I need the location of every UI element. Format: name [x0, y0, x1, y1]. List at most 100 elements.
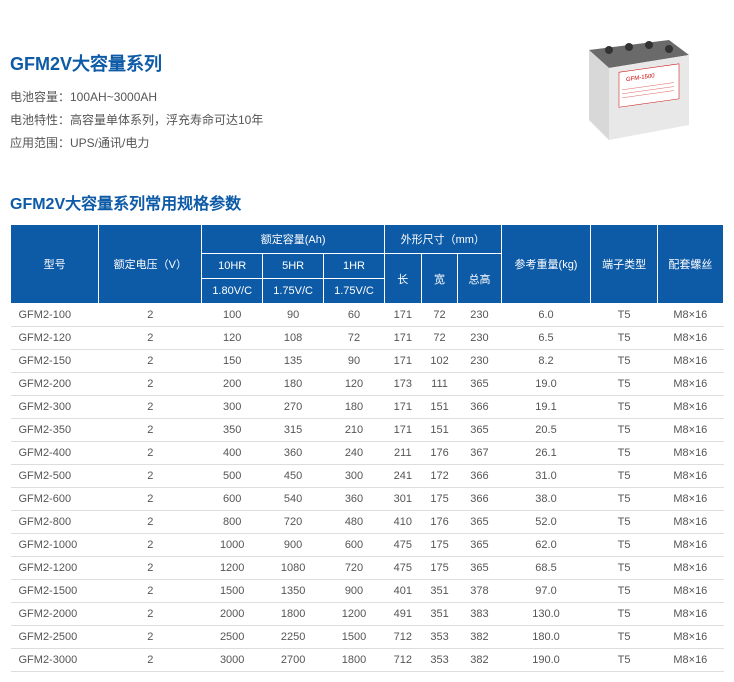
- col-1hr: 1HR: [324, 254, 385, 279]
- cell-cap1: 90: [324, 350, 385, 373]
- cell-length: 410: [384, 511, 421, 534]
- cell-cap10: 1500: [202, 580, 263, 603]
- table-row: GFM2-30002300027001800712353382190.0T5M8…: [11, 649, 724, 672]
- cell-cap1: 900: [324, 580, 385, 603]
- cell-cap1: 1200: [324, 603, 385, 626]
- cell-model: GFM2-120: [11, 327, 99, 350]
- cell-length: 211: [384, 442, 421, 465]
- table-row: GFM2-500250045030024117236631.0T5M8×16: [11, 465, 724, 488]
- cell-cap1: 360: [324, 488, 385, 511]
- cell-model: GFM2-1200: [11, 557, 99, 580]
- cell-voltage: 2: [99, 465, 202, 488]
- col-175vc-b: 1.75V/C: [324, 279, 385, 304]
- cell-model: GFM2-100: [11, 304, 99, 327]
- cell-cap1: 240: [324, 442, 385, 465]
- cell-length: 171: [384, 396, 421, 419]
- cell-terminal: T5: [591, 534, 657, 557]
- cell-length: 712: [384, 649, 421, 672]
- cell-model: GFM2-2000: [11, 603, 99, 626]
- cell-height: 365: [458, 419, 501, 442]
- cell-cap10: 2000: [202, 603, 263, 626]
- col-height: 总高: [458, 254, 501, 304]
- battery-icon: GFM-1500: [564, 20, 704, 150]
- cell-weight: 97.0: [501, 580, 591, 603]
- cell-model: GFM2-500: [11, 465, 99, 488]
- spec-feature: 电池特性：高容量单体系列，浮充寿命可达10年: [10, 111, 544, 128]
- cell-cap5: 360: [263, 442, 324, 465]
- cell-terminal: T5: [591, 396, 657, 419]
- header-text: GFM2V大容量系列 电池容量：100AH~3000AH 电池特性：高容量单体系…: [10, 10, 544, 160]
- cell-weight: 52.0: [501, 511, 591, 534]
- col-screw: 配套螺丝: [657, 225, 723, 304]
- cell-weight: 26.1: [501, 442, 591, 465]
- cell-height: 367: [458, 442, 501, 465]
- cell-screw: M8×16: [657, 442, 723, 465]
- table-body: GFM2-10021009060171722306.0T5M8×16GFM2-1…: [11, 304, 724, 672]
- cell-width: 175: [421, 534, 458, 557]
- table-row: GFM2-200220018012017311136519.0T5M8×16: [11, 373, 724, 396]
- cell-cap10: 120: [202, 327, 263, 350]
- cell-weight: 130.0: [501, 603, 591, 626]
- cell-voltage: 2: [99, 373, 202, 396]
- table-row: GFM2-150021500135090040135137897.0T5M8×1…: [11, 580, 724, 603]
- cell-width: 175: [421, 488, 458, 511]
- table-row: GFM2-800280072048041017636552.0T5M8×16: [11, 511, 724, 534]
- cell-weight: 8.2: [501, 350, 591, 373]
- cell-screw: M8×16: [657, 419, 723, 442]
- cell-screw: M8×16: [657, 534, 723, 557]
- table-row: GFM2-300230027018017115136619.1T5M8×16: [11, 396, 724, 419]
- col-5hr: 5HR: [263, 254, 324, 279]
- col-length: 长: [384, 254, 421, 304]
- cell-model: GFM2-300: [11, 396, 99, 419]
- cell-voltage: 2: [99, 557, 202, 580]
- cell-cap10: 3000: [202, 649, 263, 672]
- cell-model: GFM2-400: [11, 442, 99, 465]
- cell-voltage: 2: [99, 327, 202, 350]
- cell-cap10: 350: [202, 419, 263, 442]
- cell-terminal: T5: [591, 373, 657, 396]
- cell-length: 241: [384, 465, 421, 488]
- cell-terminal: T5: [591, 350, 657, 373]
- cell-width: 353: [421, 626, 458, 649]
- cell-cap10: 200: [202, 373, 263, 396]
- cell-terminal: T5: [591, 557, 657, 580]
- cell-height: 383: [458, 603, 501, 626]
- cell-voltage: 2: [99, 396, 202, 419]
- cell-height: 230: [458, 327, 501, 350]
- col-terminal: 端子类型: [591, 225, 657, 304]
- col-175vc-a: 1.75V/C: [263, 279, 324, 304]
- cell-weight: 19.0: [501, 373, 591, 396]
- table-row: GFM2-350235031521017115136520.5T5M8×16: [11, 419, 724, 442]
- table-subtitle: GFM2V大容量系列常用规格参数: [10, 190, 724, 214]
- cell-height: 366: [458, 488, 501, 511]
- cell-voltage: 2: [99, 350, 202, 373]
- cell-terminal: T5: [591, 580, 657, 603]
- cell-model: GFM2-800: [11, 511, 99, 534]
- cell-length: 491: [384, 603, 421, 626]
- cell-cap1: 1500: [324, 626, 385, 649]
- cell-width: 72: [421, 304, 458, 327]
- cell-cap10: 500: [202, 465, 263, 488]
- cell-model: GFM2-3000: [11, 649, 99, 672]
- cell-model: GFM2-200: [11, 373, 99, 396]
- cell-weight: 68.5: [501, 557, 591, 580]
- cell-weight: 180.0: [501, 626, 591, 649]
- cell-voltage: 2: [99, 534, 202, 557]
- cell-width: 353: [421, 649, 458, 672]
- cell-length: 301: [384, 488, 421, 511]
- cell-terminal: T5: [591, 419, 657, 442]
- cell-cap5: 1080: [263, 557, 324, 580]
- cell-cap5: 270: [263, 396, 324, 419]
- cell-width: 351: [421, 580, 458, 603]
- cell-width: 151: [421, 396, 458, 419]
- cell-cap1: 120: [324, 373, 385, 396]
- cell-terminal: T5: [591, 488, 657, 511]
- cell-height: 365: [458, 534, 501, 557]
- cell-cap10: 600: [202, 488, 263, 511]
- cell-screw: M8×16: [657, 511, 723, 534]
- cell-length: 475: [384, 557, 421, 580]
- cell-cap1: 720: [324, 557, 385, 580]
- spec-capacity: 电池容量：100AH~3000AH: [10, 88, 544, 105]
- table-row: GFM2-120212010872171722306.5T5M8×16: [11, 327, 724, 350]
- cell-cap10: 400: [202, 442, 263, 465]
